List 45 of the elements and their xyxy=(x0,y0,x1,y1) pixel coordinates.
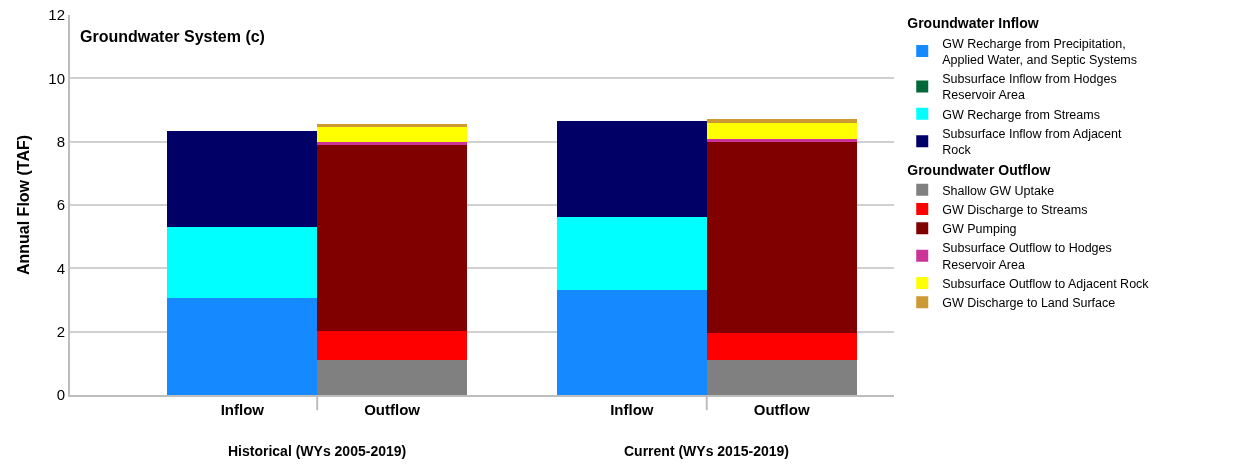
y-tick-label: 8 xyxy=(56,132,65,150)
bar xyxy=(317,331,467,360)
legend-label: GW Recharge from Precipitation, Applied Water, and Septic Systems xyxy=(942,36,1138,67)
y-tick-label: 10 xyxy=(48,69,65,87)
legend-label: Subsurface Inflow from Adjacent Rock xyxy=(942,126,1123,158)
legend-label: GW Pumping xyxy=(942,222,1017,237)
legend-label: GW Discharge to Land Surface xyxy=(942,296,1116,311)
bar xyxy=(707,333,857,360)
bar xyxy=(557,121,707,217)
text: Groundwater System (c) xyxy=(80,28,265,45)
bar xyxy=(707,360,857,395)
x-tick-label: Inflow xyxy=(610,401,654,418)
y-tick-label: 4 xyxy=(56,259,65,277)
legend-label: GW Discharge to Streams xyxy=(942,202,1088,217)
bar xyxy=(317,127,467,142)
text: Historical (WYs 2005-2019) xyxy=(228,443,407,459)
y-tick-label: 0 xyxy=(56,386,65,404)
bar xyxy=(317,142,467,145)
x-tick-label: Inflow xyxy=(220,401,265,418)
bar xyxy=(707,119,857,123)
bar xyxy=(167,131,317,227)
bar xyxy=(317,145,467,331)
text: Groundwater Outflow xyxy=(907,162,1051,179)
legend-label: Subsurface Outflow to Hodges Reservoir Area xyxy=(942,241,1112,272)
y-axis-title: Annual Flow (TAF) xyxy=(14,134,32,276)
bar xyxy=(707,142,857,333)
bar xyxy=(707,139,857,142)
y-tick-label: 6 xyxy=(56,196,65,214)
legend-label: Subsurface Inflow from Hodges Reservoir Area xyxy=(942,72,1117,103)
bar xyxy=(317,360,467,395)
legend-label: Subsurface Outflow to Adjacent Rock xyxy=(942,276,1150,291)
legend-label: GW Recharge from Streams xyxy=(942,107,1100,122)
y-tick-label: 2 xyxy=(56,322,65,340)
bar xyxy=(707,123,857,139)
bar xyxy=(557,217,707,290)
x-tick-label: Outflow xyxy=(753,401,810,418)
bar xyxy=(167,227,317,298)
x-tick-label: Outflow xyxy=(364,401,421,418)
bar xyxy=(557,290,707,395)
y-tick-label: 12 xyxy=(48,6,65,24)
text: Current (WYs 2015-2019) xyxy=(624,443,789,459)
text: Groundwater Inflow xyxy=(907,15,1039,32)
legend-label: Shallow GW Uptake xyxy=(942,183,1055,198)
bar xyxy=(167,298,317,395)
bar xyxy=(317,124,467,127)
